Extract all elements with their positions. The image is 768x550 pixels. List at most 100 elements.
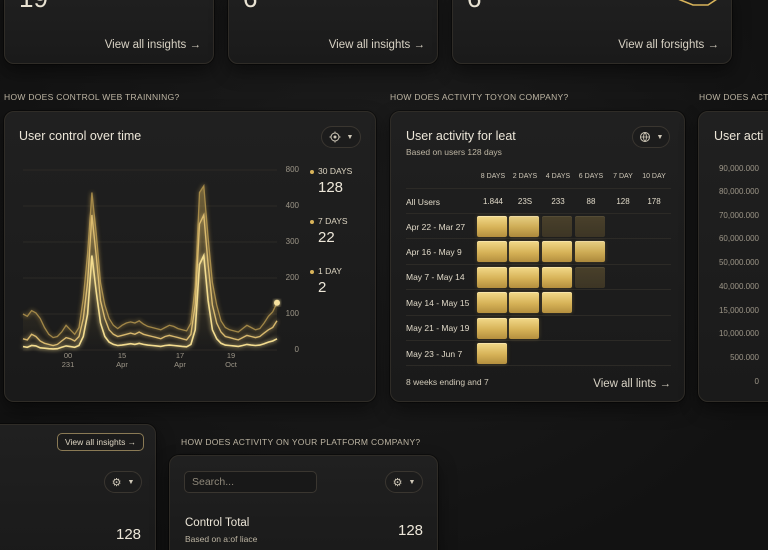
y-tick: 200: [285, 273, 299, 282]
cohort-subtitle: Based on users 128 days: [406, 147, 502, 157]
cohort-header: 4 DAYS: [545, 173, 571, 180]
x-tick: 17 Apr: [174, 351, 186, 369]
cohort-row-label: May 14 - May 15: [406, 298, 470, 308]
series-line-2: [22, 212, 278, 347]
divider: [406, 238, 671, 239]
cohort-header: 7 DAY: [613, 173, 633, 180]
x-tick: 15 Apr: [116, 351, 128, 369]
gear-icon: ⚙: [392, 476, 403, 489]
chevron-down-icon: ▼: [346, 133, 354, 141]
legend-label: 1 DAY: [318, 266, 342, 276]
top-card-1-value: 19: [19, 0, 48, 14]
cohort-value: 1.844: [482, 197, 504, 206]
cohort-cell[interactable]: [542, 267, 572, 288]
glow: [36, 63, 182, 64]
top-card-2-value: 6: [243, 0, 257, 14]
cohort-row-label: May 21 - May 19: [406, 323, 470, 333]
cohort-cell[interactable]: [542, 241, 572, 262]
y-tick: 800: [285, 165, 299, 174]
refresh-gear-icon: [329, 131, 341, 143]
right-axis-value: 15,000.000: [718, 306, 759, 315]
gear-icon: ⚙: [111, 476, 122, 489]
view-all-insights-button[interactable]: View all insights →: [57, 433, 145, 451]
legend-value: 2: [318, 279, 327, 296]
chevron-down-icon: ▼: [656, 133, 664, 141]
cohort-cell[interactable]: [542, 216, 572, 237]
line-chart-title: User control over time: [19, 129, 142, 143]
right-axis-value: 0: [754, 377, 759, 386]
cohort-cell[interactable]: [509, 318, 539, 339]
right-card: User acti 90,000.000 80,000.000 70,000.0…: [698, 111, 768, 402]
line-chart-card: User control over time ▼ 800 400 300 200…: [4, 111, 376, 402]
glow: [260, 63, 406, 64]
control-total-value: 128: [398, 522, 424, 539]
y-tick: 400: [285, 201, 299, 210]
x-tick: 19 Oct: [225, 351, 237, 369]
glow: [435, 401, 640, 402]
bottom-left-settings-dropdown[interactable]: ⚙ ▼: [104, 471, 142, 493]
sparkline-icon: [678, 0, 717, 6]
series-line-3: [22, 252, 278, 350]
series-end-point: [274, 299, 280, 306]
legend-dot: [310, 220, 314, 224]
cohort-value: 178: [647, 197, 661, 206]
section-label-middle: HOW DOES ACTIVITY TOYON COMPANY?: [390, 92, 569, 102]
cohort-row-label: May 23 - Jun 7: [406, 349, 463, 359]
search-input[interactable]: Search...: [184, 471, 317, 493]
top-card-3-link[interactable]: View all forsights →: [618, 39, 719, 51]
cohort-cell[interactable]: [477, 318, 507, 339]
divider: [406, 340, 671, 341]
cohort-cell[interactable]: [477, 343, 507, 364]
right-axis-value: 60,000.000: [718, 234, 759, 243]
section-label-bottom: HOW DOES ACTIVITY ON YOUR PLATFORM COMPA…: [181, 437, 421, 447]
cohort-cell[interactable]: [575, 216, 605, 237]
right-axis-value: 70,000.000: [718, 211, 759, 220]
x-tick: 00 231: [61, 351, 75, 369]
bottom-left-value: 128: [116, 526, 142, 543]
top-card-1-link[interactable]: View all insights →: [104, 39, 201, 51]
cohort-cell[interactable]: [509, 216, 539, 237]
cohort-cell[interactable]: [477, 216, 507, 237]
legend-dot: [310, 270, 314, 274]
cohort-cell[interactable]: [477, 241, 507, 262]
series-area: [23, 185, 277, 350]
chevron-down-icon: ▼: [127, 478, 135, 486]
divider: [406, 213, 671, 214]
y-tick: 0: [294, 345, 299, 354]
cohort-cell[interactable]: [509, 267, 539, 288]
cohort-header: 6 DAYS: [578, 173, 604, 180]
cohort-value: 23S: [517, 197, 533, 206]
cohort-cell[interactable]: [477, 292, 507, 313]
section-label-left: HOW DOES CONTROL WEB TRAINNING?: [4, 92, 180, 102]
right-axis-value: 500.000: [730, 353, 759, 362]
cohort-value: 233: [551, 197, 565, 206]
cohort-settings-dropdown[interactable]: ▼: [632, 126, 670, 148]
cohort-cell[interactable]: [575, 267, 605, 288]
top-card-1: 19 View all insights →: [4, 0, 214, 64]
cohort-value: 128: [616, 197, 630, 206]
series-line-1: [22, 183, 278, 339]
bottom-mid-settings-dropdown[interactable]: ⚙ ▼: [385, 471, 423, 493]
divider: [406, 289, 671, 290]
cohort-cell[interactable]: [509, 241, 539, 262]
control-total-title: Control Total: [185, 517, 250, 529]
cohort-row-label: Apr 22 - Mar 27: [406, 222, 466, 232]
cohort-cell[interactable]: [477, 267, 507, 288]
bottom-mid-card: Search... ⚙ ▼ Control Total Based on a:o…: [169, 455, 438, 550]
line-chart-settings-dropdown[interactable]: ▼: [321, 126, 361, 148]
cohort-row-label: Apr 16 - May 9: [406, 247, 462, 257]
cohort-cell[interactable]: [575, 241, 605, 262]
cohort-cell[interactable]: [542, 292, 572, 313]
cohort-cell[interactable]: [509, 292, 539, 313]
right-axis-value: 40,000.000: [718, 282, 759, 291]
y-tick: 100: [285, 309, 299, 318]
cohort-header: 10 DAY: [642, 173, 666, 180]
cohort-view-all-link[interactable]: View all lints →: [593, 378, 671, 390]
cohort-row-label: May 7 - May 14: [406, 272, 465, 282]
right-card-title: User acti: [714, 129, 764, 143]
top-card-2-link[interactable]: View all insights →: [328, 39, 425, 51]
divider: [406, 315, 671, 316]
top-card-2: 6 View all insights →: [228, 0, 438, 64]
legend-label: 30 DAYS: [318, 166, 353, 176]
glow: [435, 111, 640, 112]
